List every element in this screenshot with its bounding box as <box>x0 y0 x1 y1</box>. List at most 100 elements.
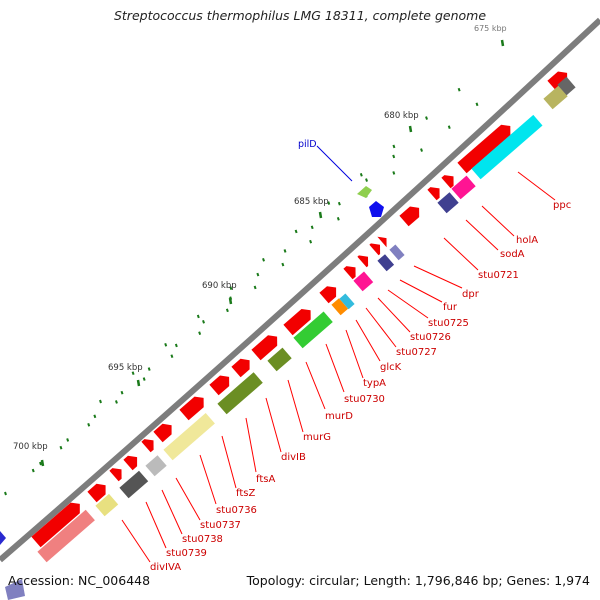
edge-gene-purple <box>5 579 25 600</box>
gene-label-stu0730: stu0730 <box>344 394 385 405</box>
label-leader <box>465 219 499 251</box>
cog-block <box>389 244 405 261</box>
major-tick <box>318 211 323 219</box>
gene-label-fur: fur <box>443 302 458 313</box>
gene-label-stu0721: stu0721 <box>478 270 519 281</box>
tick-mark <box>142 377 146 381</box>
tick-mark <box>174 343 178 348</box>
gene-arrow <box>343 266 356 280</box>
label-leader <box>325 343 345 393</box>
cog-block <box>377 254 395 272</box>
major-tick <box>500 39 505 47</box>
gene-features <box>31 71 568 548</box>
tick-mark <box>336 216 340 221</box>
gene-label-typa: typA <box>363 378 386 389</box>
tick-mark <box>131 371 135 375</box>
tick-mark <box>337 201 341 206</box>
cog-block <box>353 271 374 292</box>
tick-mark <box>475 102 479 107</box>
tick-mark <box>420 148 423 152</box>
label-leader <box>399 279 443 303</box>
gene-label-stu0726: stu0726 <box>410 332 451 343</box>
label-leader <box>481 205 515 237</box>
tick-mark <box>283 249 287 253</box>
label-leader <box>121 519 151 563</box>
tick-mark <box>170 354 174 358</box>
cog-block <box>331 298 349 316</box>
gene-arrow <box>357 255 369 268</box>
tick-mark <box>202 319 205 324</box>
gene-label-pild: pilD <box>298 139 317 150</box>
scale-label-675: 675 kbp <box>474 24 507 33</box>
label-leader <box>245 417 257 473</box>
tick-mark <box>359 172 363 177</box>
gene-label-murg: murG <box>303 432 331 443</box>
gene-label-diviva: divIVA <box>150 562 181 573</box>
cog-block <box>267 347 292 372</box>
gene-label-stu0725: stu0725 <box>428 318 469 329</box>
gene-label-ppc: ppc <box>553 200 571 211</box>
cog-block <box>217 372 263 415</box>
label-lines <box>121 171 556 563</box>
gene-label-stu0727: stu0727 <box>396 347 437 358</box>
label-leader <box>161 489 183 535</box>
gene-label-divib: divIB <box>281 452 306 463</box>
gene-arrow <box>141 439 154 453</box>
gene-label-murd: murD <box>325 411 353 422</box>
gene-arrow <box>179 396 204 421</box>
tick-mark <box>294 229 298 234</box>
tick-mark <box>309 239 313 244</box>
map-title: Streptococcus thermophilus LMG 18311, co… <box>113 8 487 23</box>
cog-features <box>37 76 576 563</box>
gene-arrow <box>209 375 230 396</box>
cog-block <box>163 413 215 461</box>
major-tick <box>40 459 45 467</box>
cog-block <box>339 293 355 310</box>
tick-mark <box>365 178 368 182</box>
cog-block <box>557 76 576 96</box>
scale-label-685: 685 kbp <box>294 197 329 207</box>
label-leader <box>387 289 429 319</box>
tick-mark <box>392 154 396 159</box>
label-leader <box>287 379 304 433</box>
tick-mark <box>256 272 260 277</box>
tick-mark <box>392 144 396 149</box>
gene-label-dpr: dpr <box>462 289 480 300</box>
cog-block <box>119 470 149 499</box>
tick-mark <box>120 390 124 395</box>
tick-marks <box>4 39 505 496</box>
major-tick <box>228 297 233 305</box>
major-tick <box>408 125 413 133</box>
tick-mark <box>392 171 396 175</box>
genome-summary-text: Topology: circular; Length: 1,796,846 bp… <box>246 573 590 588</box>
tick-mark <box>164 343 168 347</box>
tick-mark <box>225 308 229 313</box>
pild-pointer <box>316 145 353 182</box>
gene-arrow <box>377 236 387 248</box>
accession-text: Accession: NC_006448 <box>8 573 151 588</box>
tick-mark <box>59 445 63 450</box>
tick-mark <box>114 400 118 404</box>
gene-label-stu0736: stu0736 <box>216 505 257 516</box>
cog-block <box>471 114 543 180</box>
gene-label-stu0738: stu0738 <box>182 534 223 545</box>
cog-block <box>543 85 568 110</box>
label-leader <box>365 307 397 348</box>
tick-mark <box>66 438 70 442</box>
gene-arrow <box>399 206 420 227</box>
gene-arrow <box>441 175 454 189</box>
gene-label-stu0739: stu0739 <box>166 548 207 559</box>
gene-label-stu0737: stu0737 <box>200 520 241 531</box>
tick-mark <box>39 461 42 466</box>
gene-arrow <box>283 309 311 336</box>
tick-mark <box>99 399 102 404</box>
major-tick <box>136 379 141 387</box>
gene-label-glck: glcK <box>380 362 402 373</box>
label-leader <box>443 237 479 271</box>
label-leader <box>517 171 556 201</box>
label-leader <box>355 319 381 362</box>
tick-mark <box>196 314 200 319</box>
pild-gene <box>357 186 372 198</box>
